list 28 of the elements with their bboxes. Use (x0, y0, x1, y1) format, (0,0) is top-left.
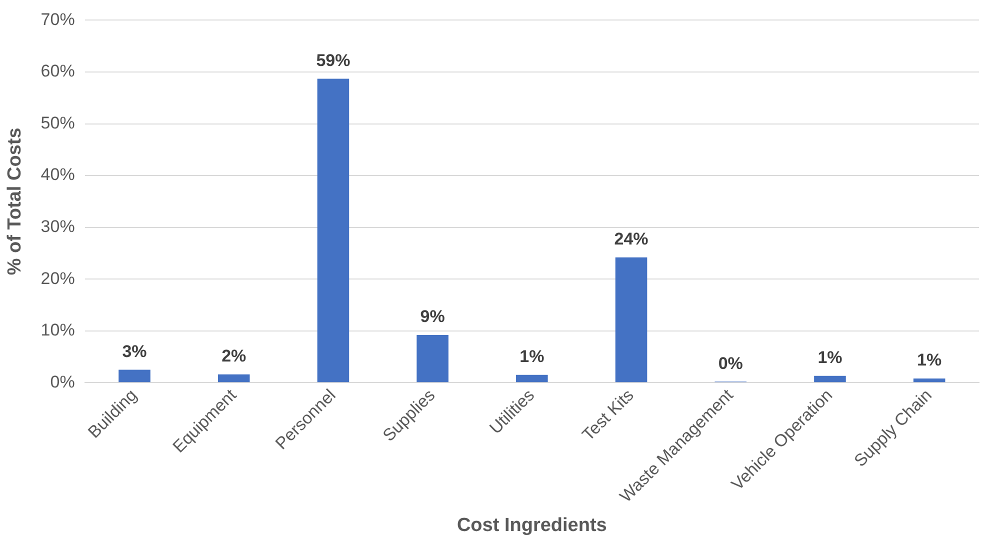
x-axis-title: Cost Ingredients (456, 514, 607, 536)
y-tick-label: 40% (40, 165, 75, 184)
data-label: 1% (917, 350, 942, 370)
y-tick-label: 10% (40, 320, 75, 340)
data-label: 24% (614, 230, 648, 249)
y-tick-label: 30% (40, 217, 75, 236)
data-label: 2% (222, 346, 246, 366)
bar (317, 78, 350, 382)
data-label: 59% (316, 50, 350, 70)
data-label: 1% (818, 348, 842, 368)
bar (416, 335, 448, 382)
bar (615, 257, 648, 382)
data-label: 9% (420, 307, 445, 326)
data-label: 1% (520, 347, 544, 366)
bar (913, 378, 946, 382)
bar (218, 374, 250, 382)
data-label: 0% (718, 354, 743, 373)
bar (118, 370, 150, 382)
data-label: 3% (122, 342, 147, 361)
y-tick-label: 50% (40, 113, 75, 132)
y-tick-label: 60% (40, 62, 75, 81)
y-axis-title: % of Total Costs (4, 128, 26, 276)
x-tick-label: Test Kits (578, 386, 638, 444)
bar (814, 376, 846, 382)
y-tick-label: 20% (40, 268, 75, 288)
y-tick-label: 70% (40, 10, 75, 29)
bar (516, 374, 548, 382)
y-tick-label: 0% (50, 372, 75, 392)
